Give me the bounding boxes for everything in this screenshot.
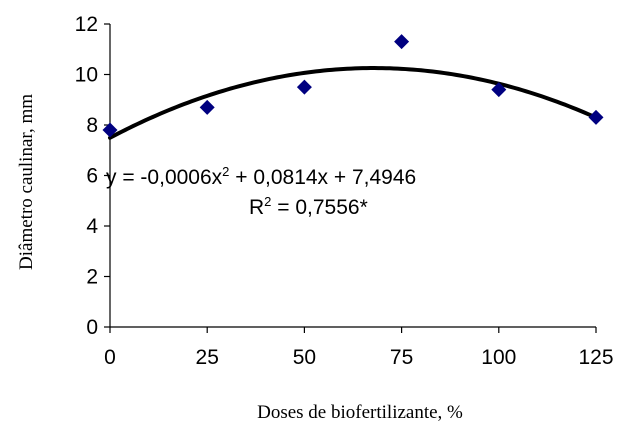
x-axis-title: Doses de biofertilizante, % <box>257 402 463 423</box>
r2-label: R2 = 0,7556* <box>249 194 368 219</box>
x-tick-label: 125 <box>578 346 613 369</box>
y-axis-title: Diâmetro caulinar, mm <box>16 94 37 270</box>
data-points <box>102 34 604 138</box>
y-tick-label: 2 <box>86 266 98 289</box>
x-tick-label: 100 <box>481 346 516 369</box>
equation-exponent: 2 <box>222 164 229 179</box>
r2-suffix: = 0,7556* <box>271 196 367 219</box>
y-ticks: 0 2 4 6 8 10 12 <box>75 13 110 339</box>
data-point <box>102 122 118 138</box>
x-ticks: 0 25 50 75 100 125 <box>104 327 614 369</box>
equation-prefix: y = -0,0006x <box>106 166 223 189</box>
y-tick-label: 0 <box>86 316 98 339</box>
y-tick-label: 8 <box>86 114 98 137</box>
y-tick-label: 6 <box>86 165 98 188</box>
trendline-group <box>108 66 598 140</box>
y-tick-label: 10 <box>75 64 98 87</box>
r2-exponent: 2 <box>264 194 271 209</box>
equation-suffix: + 0,0814x + 7,4946 <box>229 166 416 189</box>
r2-prefix: R <box>249 196 264 219</box>
trendline <box>108 66 598 140</box>
y-tick-label: 4 <box>86 215 98 238</box>
data-point <box>296 79 312 95</box>
data-point <box>491 82 507 98</box>
data-point <box>199 99 215 115</box>
y-tick-label: 12 <box>75 13 98 36</box>
x-tick-label: 25 <box>196 346 219 369</box>
x-tick-label: 0 <box>104 346 116 369</box>
data-point <box>394 34 410 50</box>
equation-label: y = -0,0006x2 + 0,0814x + 7,4946 <box>106 164 416 189</box>
x-tick-label: 50 <box>293 346 316 369</box>
x-tick-label: 75 <box>390 346 413 369</box>
data-point <box>588 109 604 125</box>
